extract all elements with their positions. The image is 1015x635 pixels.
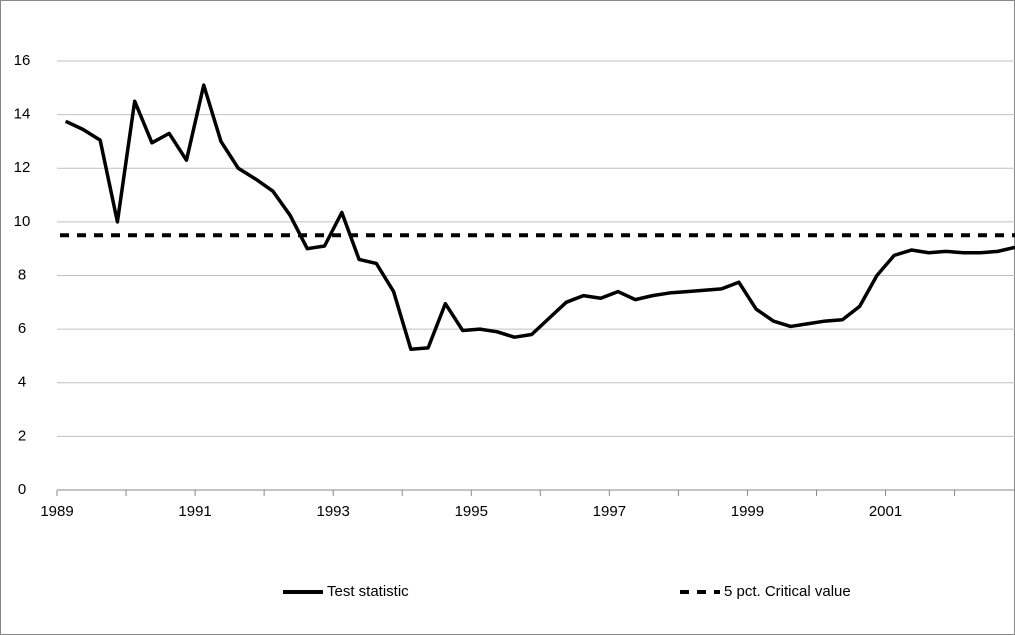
y-tick-label: 8	[18, 266, 26, 283]
y-tick-label: 14	[14, 106, 31, 123]
x-tick-label: 1999	[731, 503, 764, 520]
y-tick-label: 0	[18, 481, 26, 498]
y-tick-label: 16	[14, 52, 31, 69]
y-tick-label: 10	[14, 213, 31, 230]
data-line	[64, 83, 1015, 351]
x-tick-label: 1991	[178, 503, 211, 520]
x-tick-label: 1989	[40, 503, 73, 520]
y-tick-label: 2	[18, 427, 26, 444]
y-tick-label: 6	[18, 320, 26, 337]
y-tick-label: 12	[14, 159, 31, 176]
x-tick-label: 1997	[593, 503, 626, 520]
legend-label: 5 pct. Critical value	[724, 583, 851, 600]
x-tick-label: 2001	[869, 503, 902, 520]
y-tick-label: 4	[18, 374, 26, 391]
x-tick-label: 1993	[316, 503, 349, 520]
x-tick-label: 1995	[455, 503, 488, 520]
legend-label: Test statistic	[327, 583, 409, 600]
